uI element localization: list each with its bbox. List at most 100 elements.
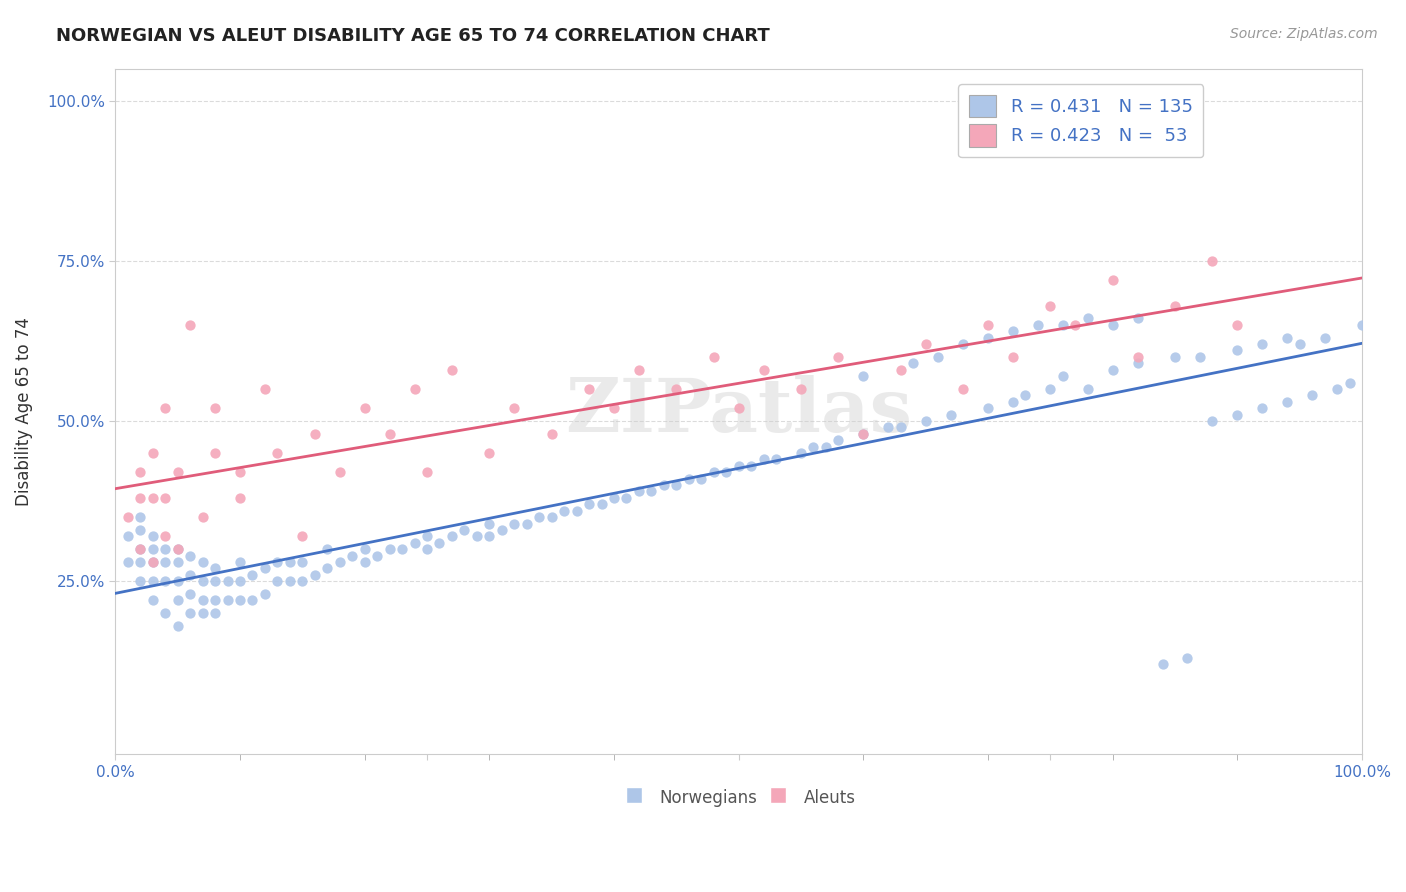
Point xyxy=(191,555,214,569)
Point xyxy=(166,465,188,479)
Point xyxy=(627,362,650,376)
Point xyxy=(404,382,426,396)
Point xyxy=(814,440,837,454)
Point xyxy=(129,555,152,569)
Point xyxy=(527,510,550,524)
Point xyxy=(478,529,501,543)
Point xyxy=(1039,299,1062,313)
Point xyxy=(142,555,165,569)
Point xyxy=(266,446,288,460)
Point xyxy=(204,446,226,460)
Point xyxy=(166,593,188,607)
Point xyxy=(429,535,451,549)
Point xyxy=(1039,382,1062,396)
Point xyxy=(278,574,301,589)
Point xyxy=(204,401,226,416)
Point xyxy=(703,350,725,364)
Point xyxy=(166,619,188,633)
Point xyxy=(316,542,339,557)
Point xyxy=(304,426,326,441)
Point xyxy=(1226,318,1249,332)
Point xyxy=(229,465,252,479)
Legend: Norwegians, Aleuts: Norwegians, Aleuts xyxy=(614,780,863,814)
Point xyxy=(266,555,288,569)
Point xyxy=(790,446,813,460)
Point xyxy=(1001,324,1024,338)
Point xyxy=(603,491,626,505)
Point xyxy=(1326,382,1348,396)
Point xyxy=(404,535,426,549)
Point xyxy=(204,593,226,607)
Point xyxy=(827,434,849,448)
Point xyxy=(1101,273,1123,287)
Point xyxy=(153,491,176,505)
Point xyxy=(166,542,188,557)
Point xyxy=(1201,414,1223,428)
Point xyxy=(179,318,201,332)
Point xyxy=(1126,311,1149,326)
Point xyxy=(1077,382,1099,396)
Point xyxy=(491,523,513,537)
Point xyxy=(690,472,713,486)
Point xyxy=(852,369,875,384)
Point xyxy=(340,549,363,563)
Point xyxy=(142,574,165,589)
Point xyxy=(627,484,650,499)
Point xyxy=(478,446,501,460)
Point xyxy=(117,555,139,569)
Point xyxy=(1101,318,1123,332)
Point xyxy=(129,574,152,589)
Point xyxy=(204,574,226,589)
Point xyxy=(253,587,276,601)
Point xyxy=(191,574,214,589)
Point xyxy=(503,516,526,531)
Point xyxy=(166,574,188,589)
Point xyxy=(1001,350,1024,364)
Point xyxy=(714,465,737,479)
Point xyxy=(1064,318,1087,332)
Point xyxy=(153,555,176,569)
Point xyxy=(391,542,413,557)
Point xyxy=(1152,657,1174,672)
Point xyxy=(142,446,165,460)
Point xyxy=(752,452,775,467)
Point xyxy=(1001,394,1024,409)
Point xyxy=(901,356,924,370)
Point xyxy=(204,561,226,575)
Point xyxy=(665,382,688,396)
Point xyxy=(191,510,214,524)
Point xyxy=(1277,394,1299,409)
Point xyxy=(765,452,787,467)
Point xyxy=(242,567,264,582)
Point xyxy=(316,561,339,575)
Point xyxy=(640,484,662,499)
Point xyxy=(1126,356,1149,370)
Point xyxy=(740,458,762,473)
Point xyxy=(129,510,152,524)
Point xyxy=(153,401,176,416)
Point xyxy=(304,567,326,582)
Point xyxy=(1251,401,1274,416)
Point xyxy=(242,593,264,607)
Point xyxy=(977,318,1000,332)
Point xyxy=(179,549,201,563)
Point xyxy=(179,606,201,620)
Point xyxy=(727,458,749,473)
Y-axis label: Disability Age 65 to 74: Disability Age 65 to 74 xyxy=(15,317,32,506)
Point xyxy=(803,440,825,454)
Point xyxy=(229,574,252,589)
Point xyxy=(142,555,165,569)
Point xyxy=(353,401,375,416)
Point xyxy=(665,478,688,492)
Point xyxy=(540,510,562,524)
Point xyxy=(179,567,201,582)
Point xyxy=(217,593,239,607)
Point xyxy=(217,574,239,589)
Point xyxy=(1277,331,1299,345)
Point xyxy=(278,555,301,569)
Text: ZIPatlas: ZIPatlas xyxy=(565,375,912,448)
Point xyxy=(703,465,725,479)
Point xyxy=(927,350,949,364)
Point xyxy=(1014,388,1036,402)
Point xyxy=(553,504,575,518)
